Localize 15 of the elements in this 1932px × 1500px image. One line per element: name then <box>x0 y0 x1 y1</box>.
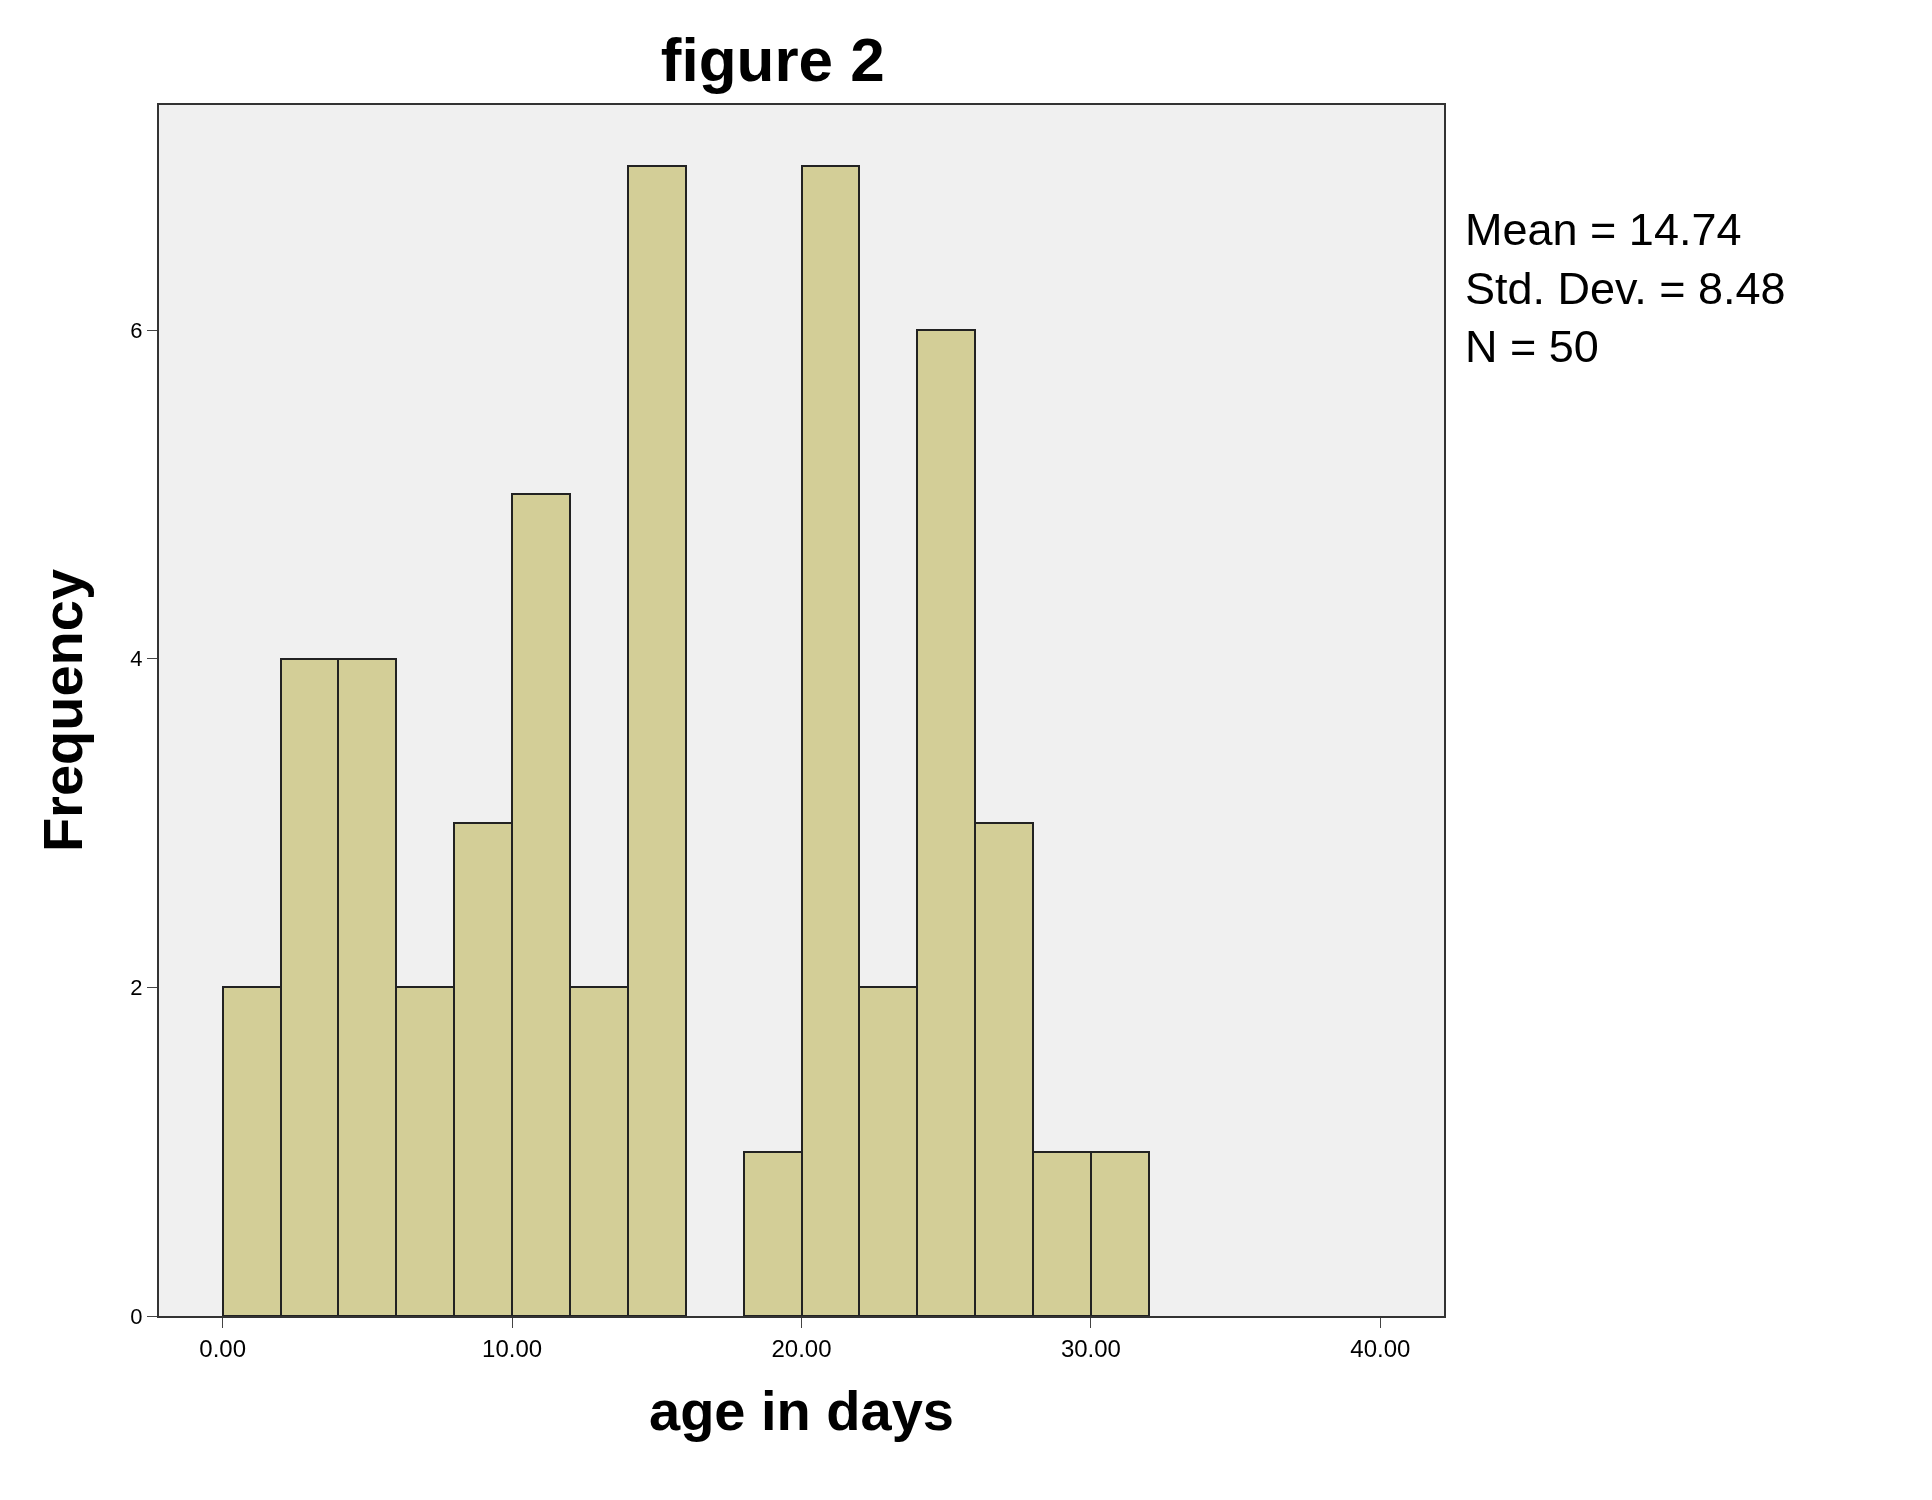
y-tick-label: 0 <box>130 1303 143 1329</box>
x-axis-title: age in days <box>648 1379 955 1442</box>
y-tick-label: 4 <box>130 646 143 672</box>
text: Mean = 14.74 <box>1465 204 1742 255</box>
text: N = 50 <box>1465 321 1599 372</box>
x-tick-label: 30.00 <box>1060 1334 1121 1362</box>
x-tick-label: 10.00 <box>482 1334 543 1362</box>
x-tick-label: 20.00 <box>771 1334 832 1362</box>
y-tick-label: 2 <box>130 975 143 1001</box>
y-tick-label: 6 <box>130 317 143 343</box>
x-tick-label: 40.00 <box>1350 1334 1411 1362</box>
x-tick-label: 0.00 <box>199 1334 247 1362</box>
y-axis-title: Frequency <box>30 568 94 853</box>
chart-title: figure 2 <box>660 24 885 94</box>
text: Std. Dev. = 8.48 <box>1465 262 1786 314</box>
